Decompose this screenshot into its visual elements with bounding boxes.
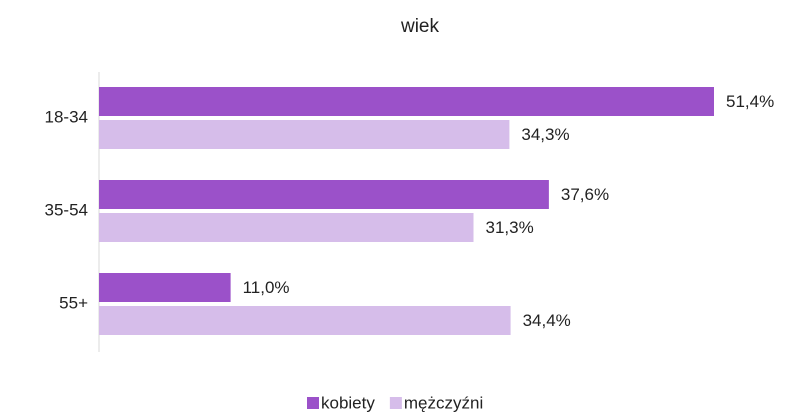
bar [99, 273, 231, 302]
legend-label: kobiety [321, 393, 375, 412]
bar [99, 306, 511, 335]
bar [99, 213, 474, 242]
data-label: 34,4% [523, 311, 571, 330]
y-tick-label: 35-54 [45, 200, 88, 219]
data-label: 51,4% [726, 92, 774, 111]
y-tick-label: 18-34 [45, 107, 88, 126]
bar [99, 180, 549, 209]
data-label: 34,3% [521, 125, 569, 144]
legend-swatch [389, 397, 402, 409]
legend-label: mężczyźni [404, 393, 483, 412]
legend-swatch [307, 397, 319, 409]
data-label: 31,3% [486, 218, 534, 237]
bar [99, 120, 510, 149]
y-tick-label: 55+ [59, 293, 88, 312]
data-label: 11,0% [243, 278, 290, 297]
chart-title: wiek [400, 16, 440, 37]
bar [99, 87, 714, 116]
data-label: 37,6% [561, 185, 609, 204]
